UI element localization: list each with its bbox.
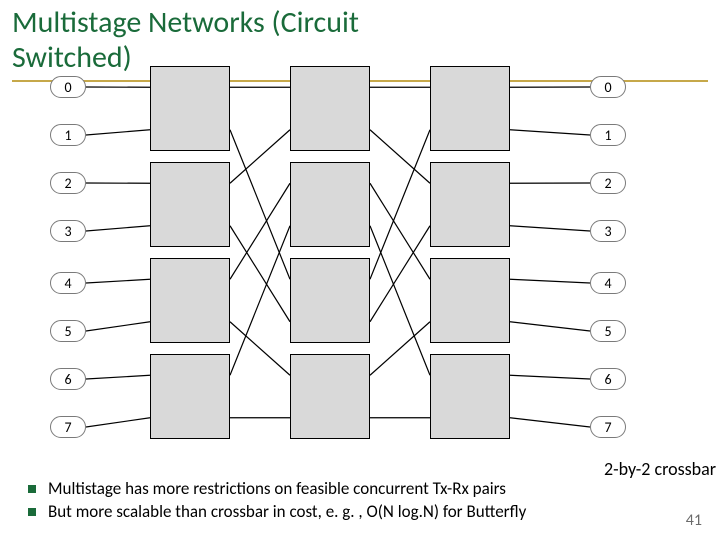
crossbar-0-3 [150,354,230,439]
page-number: 41 [686,511,702,530]
output-port-7: 7 [590,416,626,438]
crossbar-annotation: 2-by-2 crossbar [604,458,716,480]
input-port-0: 0 [50,76,86,98]
input-port-2: 2 [50,172,86,194]
output-port-3: 3 [590,220,626,242]
crossbar-0-2 [150,258,230,343]
crossbar-2-0 [430,66,510,151]
input-port-6: 6 [50,368,86,390]
output-port-5: 5 [590,320,626,342]
input-port-1: 1 [50,124,86,146]
crossbar-1-1 [290,162,370,247]
input-port-4: 4 [50,272,86,294]
butterfly-diagram: 0 1 2 3 4 5 6 7 0 1 2 3 4 5 6 7 [40,66,680,462]
output-port-4: 4 [590,272,626,294]
crossbar-1-3 [290,354,370,439]
crossbar-1-2 [290,258,370,343]
bullet-list: Multistage has more restrictions on feas… [28,478,526,524]
bullet-text: But more scalable than crossbar in cost,… [48,501,526,522]
crossbar-0-0 [150,66,230,151]
output-port-0: 0 [590,76,626,98]
crossbar-2-2 [430,258,510,343]
crossbar-2-1 [430,162,510,247]
output-port-1: 1 [590,124,626,146]
crossbar-1-0 [290,66,370,151]
input-port-7: 7 [50,416,86,438]
title-line-1: Multistage Networks (Circuit [12,4,359,41]
output-port-6: 6 [590,368,626,390]
bullet-text: Multistage has more restrictions on feas… [48,478,506,499]
bullet-icon [28,485,36,493]
input-port-5: 5 [50,320,86,342]
bullet-icon [28,508,36,516]
crossbar-0-1 [150,162,230,247]
crossbar-2-3 [430,354,510,439]
input-port-3: 3 [50,220,86,242]
output-port-2: 2 [590,172,626,194]
